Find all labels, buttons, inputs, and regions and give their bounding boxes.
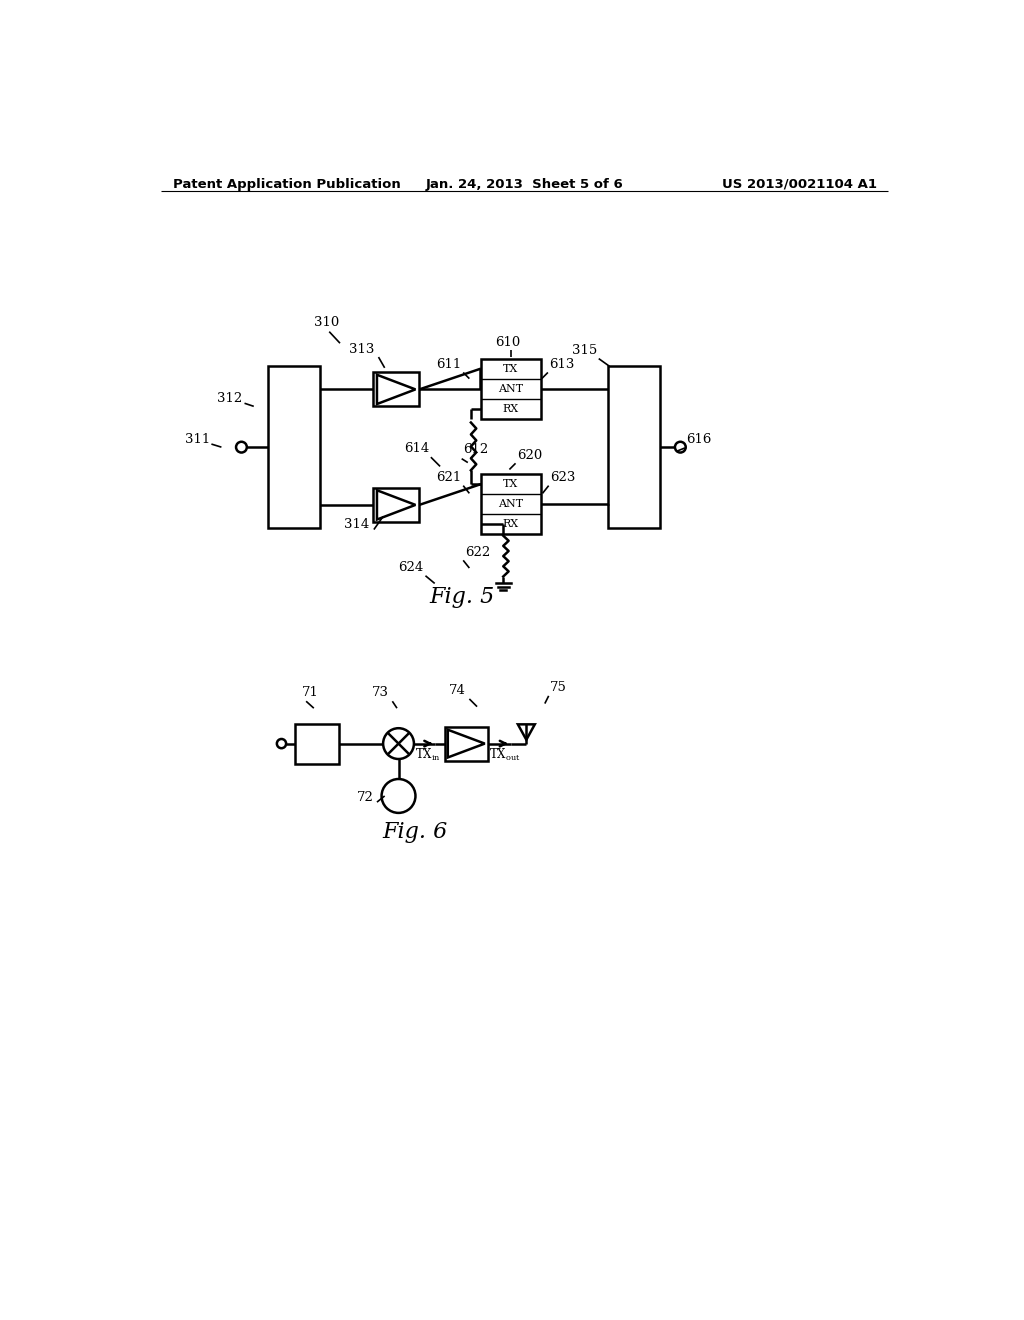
Text: 315: 315 [572,345,597,358]
Text: 311: 311 [184,433,210,446]
FancyBboxPatch shape [444,726,487,760]
Text: 613: 613 [550,358,574,371]
FancyBboxPatch shape [481,359,541,418]
Text: RX: RX [503,519,519,529]
FancyBboxPatch shape [267,367,319,528]
Text: 624: 624 [398,561,423,574]
Text: 312: 312 [217,392,243,405]
Text: 74: 74 [449,684,466,697]
Text: 620: 620 [517,449,543,462]
Text: 610: 610 [496,335,520,348]
Text: 616: 616 [686,433,712,446]
Text: 72: 72 [357,791,374,804]
Text: TX: TX [504,363,518,374]
Text: TX$_{\mathregular{out}}$: TX$_{\mathregular{out}}$ [489,747,521,763]
FancyBboxPatch shape [373,372,419,407]
Text: RX: RX [503,404,519,413]
Text: 310: 310 [313,317,339,330]
Text: Fig. 6: Fig. 6 [383,821,449,843]
FancyBboxPatch shape [481,474,541,535]
FancyBboxPatch shape [608,367,660,528]
Text: 73: 73 [373,686,389,700]
Text: 622: 622 [466,545,490,558]
Text: TX: TX [504,479,518,490]
FancyBboxPatch shape [373,488,419,521]
Text: 623: 623 [550,471,575,484]
Text: Fig. 5: Fig. 5 [429,586,495,609]
Text: Patent Application Publication: Patent Application Publication [173,178,400,190]
Text: 614: 614 [404,442,429,455]
Text: 71: 71 [301,686,318,700]
Text: 612: 612 [463,444,488,457]
Text: Jan. 24, 2013  Sheet 5 of 6: Jan. 24, 2013 Sheet 5 of 6 [426,178,624,190]
Text: 314: 314 [344,517,370,531]
Text: 611: 611 [436,358,462,371]
Text: TX$_{\mathregular{in}}$: TX$_{\mathregular{in}}$ [416,747,441,763]
Text: ANT: ANT [499,384,523,393]
Text: ANT: ANT [499,499,523,510]
Text: 313: 313 [348,342,374,355]
Text: US 2013/0021104 A1: US 2013/0021104 A1 [722,178,877,190]
FancyBboxPatch shape [295,723,339,763]
Text: 621: 621 [436,471,462,484]
Text: 75: 75 [550,681,567,693]
